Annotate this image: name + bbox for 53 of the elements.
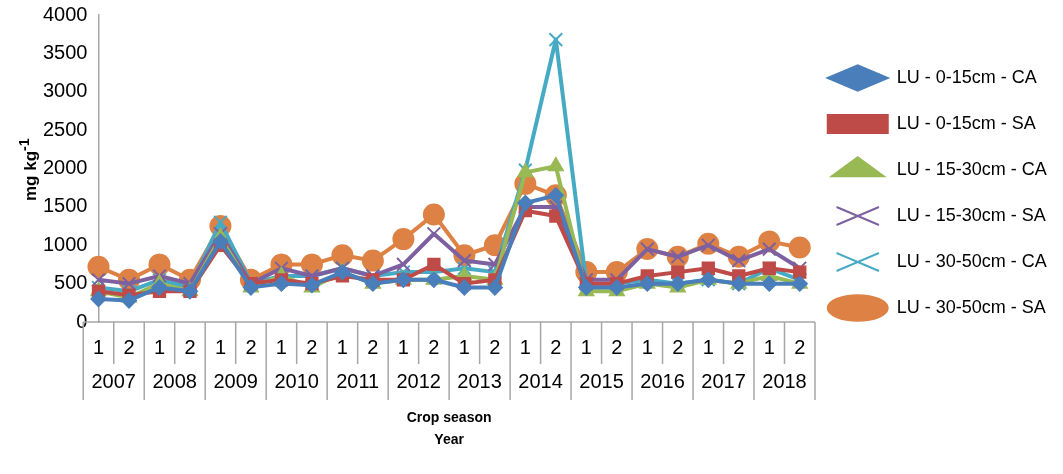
x-axis-title: Crop season	[406, 408, 492, 425]
text: 2007	[91, 369, 136, 392]
x-tick-label: 2	[611, 335, 623, 358]
text: 2014	[518, 369, 563, 392]
x-tick-label: 2	[794, 335, 806, 358]
text: 2010	[274, 369, 319, 392]
legend-label: LU - 0-15cm - SA	[896, 112, 1036, 133]
x-tick-label: 1	[336, 335, 348, 358]
x-tick-label: 2	[733, 335, 745, 358]
x-tick-label: 1	[458, 335, 470, 358]
x-tick-label: 1	[153, 335, 166, 358]
y-tick-label: 1000	[42, 232, 88, 255]
legend-label: LU - 30-50cm - CA	[896, 250, 1047, 271]
x-tick-label: 2	[245, 335, 257, 358]
x-tick-label: 2	[672, 335, 684, 358]
x-tick-label: 2	[428, 335, 440, 358]
legend-label: LU - 30-50cm - SA	[896, 296, 1046, 317]
x-tick-label: 1	[214, 335, 227, 358]
text: Year	[434, 430, 465, 447]
x-tick-label: 2	[184, 335, 196, 358]
y-tick-label: 1500	[42, 194, 88, 217]
text: 2011	[336, 369, 380, 392]
x-tick-label: 1	[92, 335, 105, 358]
legend-label: LU - 15-30cm - CA	[896, 158, 1047, 179]
x-tick-label: 2	[489, 335, 501, 358]
y-tick-label: 4000	[42, 2, 88, 25]
x-tick-label: 2	[550, 335, 562, 358]
x-tick-label: 1	[641, 335, 653, 358]
text: 2015	[579, 369, 624, 392]
x-tick-label: 1	[580, 335, 592, 358]
x-tick-label: 2	[123, 335, 135, 358]
text: 2013	[457, 369, 502, 392]
text: 2008	[152, 369, 197, 392]
y-tick-label: 2500	[42, 117, 88, 140]
x-tick-label: 1	[763, 335, 775, 358]
y-tick-label: 3500	[42, 40, 88, 63]
text: 2017	[701, 369, 746, 392]
legend-label: LU - 15-30cm - SA	[896, 204, 1046, 225]
x-tick-label: 1	[275, 335, 287, 358]
x-tick-label: 1	[702, 335, 714, 358]
text: 2009	[213, 369, 258, 392]
text: 2018	[762, 369, 807, 392]
y-tick-label: 500	[54, 271, 88, 294]
x-tick-label: 2	[306, 335, 318, 358]
text: 2016	[640, 369, 685, 392]
text: 2012	[396, 369, 441, 392]
x-tick-label: 1	[397, 335, 409, 358]
y-tick-label: 2000	[42, 156, 88, 179]
y-tick-label: 0	[76, 309, 88, 332]
x-tick-label: 2	[367, 335, 379, 358]
legend-label: LU - 0-15cm - CA	[896, 66, 1037, 87]
y-tick-label: 3000	[42, 79, 88, 102]
x-tick-label: 1	[519, 335, 531, 358]
